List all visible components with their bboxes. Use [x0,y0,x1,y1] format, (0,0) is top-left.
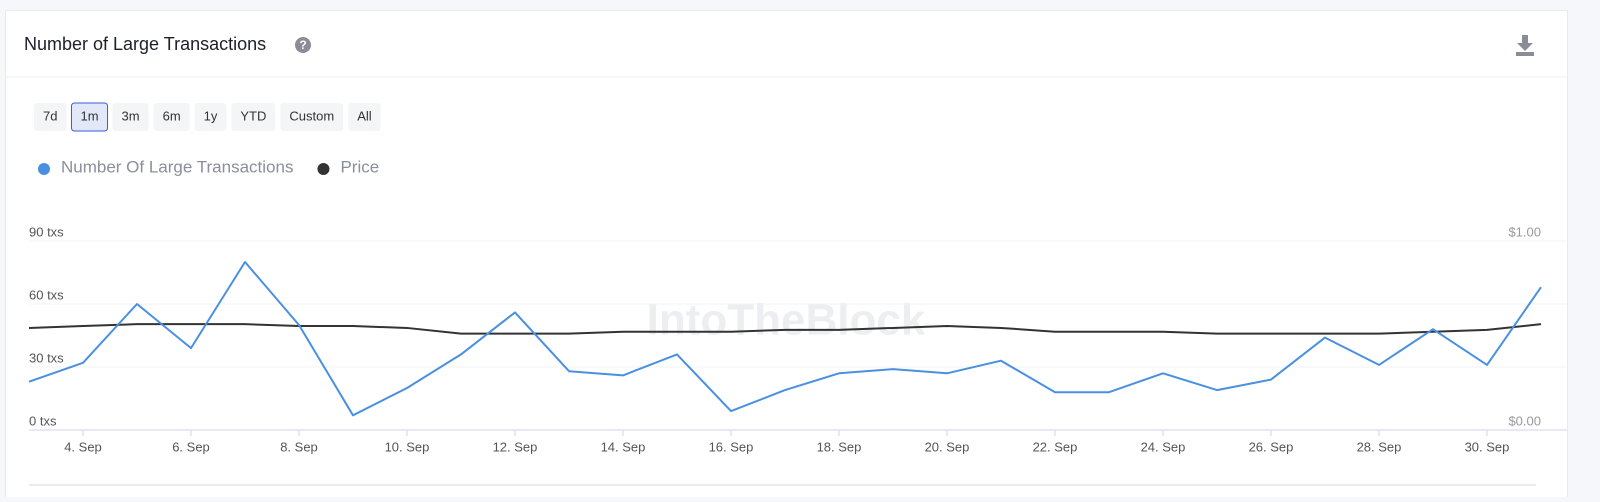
range-button-label: Custom [289,108,334,123]
range-button-bg [153,103,190,131]
x-tick-label: 14. Sep [601,439,646,454]
chart: Number of Large Transactions ? 7d 1m 3m 6m 1… [6,34,1567,486]
download-icon[interactable] [1516,35,1534,56]
range-button[interactable]: 1y [194,103,227,131]
y2-tick-label: $0.00 [1508,413,1541,428]
range-button-bg [112,103,149,131]
range-button-label: 7d [43,108,57,123]
x-tick-label: 8. Sep [280,439,318,454]
range-button-bg [348,103,381,131]
legend-marker [38,163,50,175]
range-button[interactable]: YTD [231,103,276,131]
x-tick-label: 10. Sep [385,439,430,454]
range-button-label: 1m [80,108,98,123]
svg-text:?: ? [299,38,306,52]
legend-label[interactable]: Number Of Large Transactions [61,157,293,176]
chart-title: Number of Large Transactions [24,34,266,54]
x-tick-label: 26. Sep [1249,439,1294,454]
series-line [28,261,1542,417]
x-tick-label: 24. Sep [1141,439,1186,454]
x-tick-label: 30. Sep [1465,439,1510,454]
range-button-label: 1y [204,108,218,123]
x-tick-label: 6. Sep [172,439,210,454]
range-button[interactable]: 6m [153,103,190,131]
card: Number of Large Transactions ? 7d 1m 3m 6m 1… [5,10,1568,497]
range-button-label: All [357,108,372,123]
range-button[interactable]: All [348,103,381,131]
range-button[interactable]: 7d [34,103,67,131]
range-button[interactable]: Custom [280,103,344,131]
y2-tick-label: $1.00 [1508,224,1541,239]
range-button-label: 3m [122,108,140,123]
legend-label[interactable]: Price [340,157,379,176]
watermark: IntoTheBlock [647,296,926,345]
y-tick-label: 0 txs [29,413,57,428]
range-button-label: 6m [163,108,181,123]
x-tick-label: 20. Sep [925,439,970,454]
x-tick-label: 22. Sep [1033,439,1078,454]
range-button-bg [34,103,67,131]
legend-marker [317,163,330,175]
x-tick-label: 18. Sep [817,439,862,454]
y-tick-label: 30 txs [29,350,64,365]
x-tick-label: 4. Sep [64,439,102,454]
range-button-bg [231,103,276,131]
range-button[interactable]: 1m [70,102,109,132]
y-tick-label: 60 txs [29,287,64,302]
range-button-bg [194,103,227,131]
x-tick-label: 16. Sep [709,439,754,454]
series-line [28,323,1542,335]
help-icon[interactable]: ? [295,37,311,53]
y-tick-label: 90 txs [29,224,64,239]
x-tick-label: 12. Sep [493,439,538,454]
range-button-bg [70,102,109,132]
range-button-bg [280,103,344,131]
x-tick-label: 28. Sep [1357,439,1402,454]
range-button[interactable]: 3m [112,103,149,131]
range-button-label: YTD [240,108,266,123]
